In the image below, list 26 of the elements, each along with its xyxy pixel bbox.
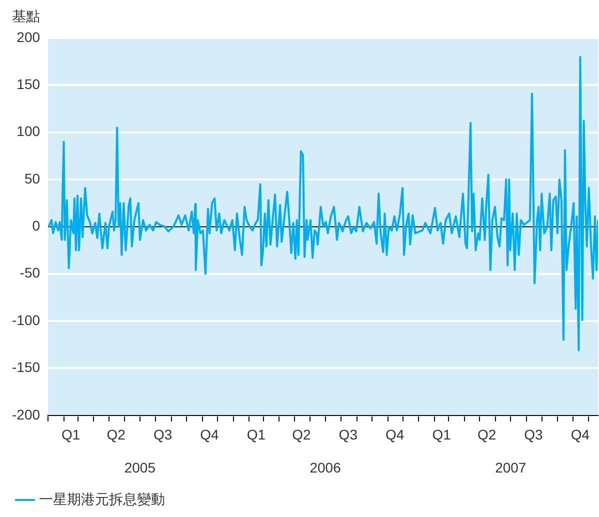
x-tick-label: Q3 (338, 426, 358, 443)
y-tick-label: -150 (12, 359, 40, 376)
y-tick-label: -100 (12, 312, 40, 328)
x-tick-label: Q1 (246, 426, 266, 443)
y-tick-label: 200 (16, 28, 40, 45)
x-tick-label: Q1 (432, 426, 452, 443)
x-tick-label: Q4 (386, 426, 404, 443)
x-tick-label: Q2 (477, 426, 496, 443)
y-tick-label: -50 (20, 264, 40, 281)
y-tick-label: 150 (16, 76, 40, 92)
x-tick-label: Q3 (524, 426, 544, 443)
x-tick-label: Q3 (153, 426, 172, 443)
x2-tick-label: 2006 (310, 459, 342, 476)
x2-tick-label: 2007 (495, 459, 526, 476)
y-tick-label: 0 (32, 218, 40, 234)
y-axis-title: 基點 (12, 8, 40, 24)
y-tick-label: 50 (24, 170, 40, 186)
x-tick-label: Q4 (570, 426, 590, 443)
x-tick-label: Q1 (62, 426, 80, 443)
legend-label: 一星期港元拆息變動 (39, 490, 165, 507)
x-tick-label: Q2 (292, 426, 311, 443)
y-tick-label: -200 (12, 406, 40, 422)
x2-tick-label: 2005 (124, 459, 156, 476)
x-tick-label: Q4 (200, 426, 220, 443)
x-tick-label: Q2 (106, 426, 126, 443)
y-tick-label: 100 (16, 123, 40, 140)
